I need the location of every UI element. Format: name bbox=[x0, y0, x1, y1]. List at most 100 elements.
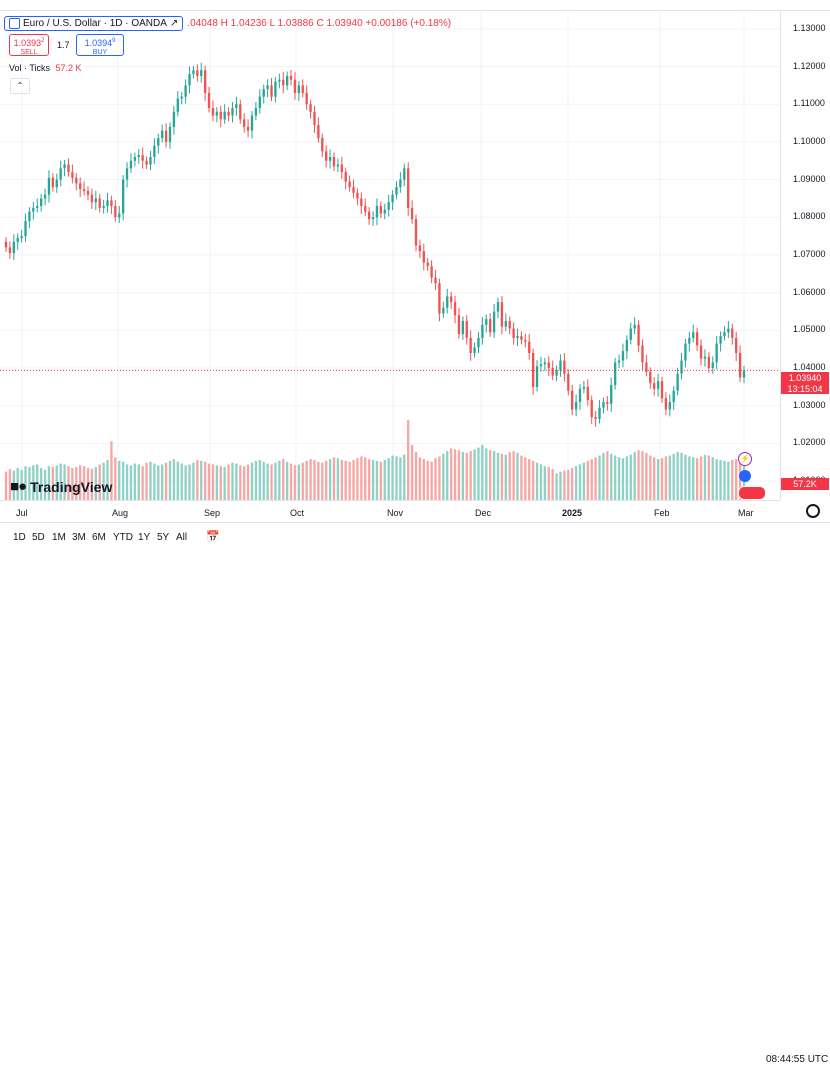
volume-bar bbox=[24, 466, 27, 500]
candle-body bbox=[239, 104, 242, 120]
volume-bar bbox=[668, 455, 671, 500]
volume-bar bbox=[71, 468, 74, 500]
volume-bar bbox=[121, 461, 125, 500]
time-tick: Dec bbox=[475, 508, 492, 518]
candle-body bbox=[309, 104, 312, 112]
ohlc-values: .04048 H 1.04236 L 1.03886 C 1.03940 +0.… bbox=[187, 17, 452, 29]
volume-tag: 57.2K bbox=[781, 478, 829, 490]
volume-bar bbox=[59, 463, 62, 500]
volume-bar bbox=[688, 456, 691, 500]
volume-bar bbox=[47, 466, 51, 500]
volume-bar bbox=[571, 468, 574, 500]
volume-bar bbox=[51, 467, 55, 500]
candle-body bbox=[543, 362, 547, 365]
volume-bar bbox=[12, 470, 15, 500]
volume-bar bbox=[94, 467, 97, 500]
candle-body bbox=[481, 324, 484, 338]
candle-body bbox=[317, 124, 320, 139]
buy-button[interactable]: 1.03949 BUY bbox=[76, 34, 124, 56]
candle-body bbox=[118, 213, 121, 218]
volume-bar bbox=[387, 458, 390, 500]
bar-countdown: 13:15:04 bbox=[787, 384, 823, 394]
volume-bar bbox=[731, 460, 734, 500]
collapse-legend-button[interactable]: ⌃ bbox=[10, 78, 30, 94]
range-button-5d[interactable]: 5D bbox=[32, 532, 45, 543]
utc-clock[interactable]: 08:44:55 UTC bbox=[766, 1054, 829, 1065]
symbol-box[interactable]: Euro / U.S. Dollar · 1D · OANDA ↗ bbox=[4, 15, 184, 31]
time-axis[interactable]: Jul Aug Sep Oct Nov Dec 2025 Feb Mar bbox=[0, 500, 780, 523]
tradingview-logo: ■● TradingView bbox=[10, 478, 112, 495]
volume-bar bbox=[192, 462, 195, 500]
volume-bar bbox=[446, 451, 449, 500]
price-tick: 1.08000 bbox=[793, 211, 826, 222]
candle-body bbox=[703, 356, 707, 359]
candle-body bbox=[574, 402, 578, 410]
volume-bar bbox=[317, 461, 320, 500]
calendar-range-icon[interactable]: 📅 bbox=[206, 531, 220, 543]
candle-body bbox=[82, 189, 86, 191]
volume-bar bbox=[602, 452, 605, 500]
volume-bar bbox=[735, 459, 738, 500]
volume-bar bbox=[168, 460, 172, 500]
volume-bar bbox=[719, 460, 722, 500]
tradingview-logo-icon: ■● bbox=[10, 478, 27, 495]
range-button-ytd[interactable]: YTD bbox=[113, 532, 133, 543]
volume-bar bbox=[211, 464, 215, 500]
candle-body bbox=[508, 320, 511, 329]
candle-body bbox=[707, 356, 711, 369]
candle-body bbox=[250, 115, 254, 131]
volume-bar bbox=[90, 468, 94, 500]
price-chart[interactable] bbox=[0, 10, 780, 500]
volume-bar bbox=[364, 457, 367, 500]
settings-gear-icon[interactable] bbox=[806, 504, 820, 518]
event-dot-icon[interactable] bbox=[739, 470, 751, 482]
volume-bar bbox=[672, 453, 675, 500]
volume-bar bbox=[172, 459, 176, 500]
candle-body bbox=[94, 198, 97, 203]
candle-body bbox=[641, 345, 644, 363]
volume-bar bbox=[711, 457, 714, 500]
candle-body bbox=[547, 362, 550, 369]
sell-label: SELL bbox=[20, 49, 38, 56]
range-button-all[interactable]: All bbox=[176, 532, 188, 543]
range-button-5y[interactable]: 5Y bbox=[157, 532, 170, 543]
volume-bar bbox=[149, 461, 152, 500]
candle-body bbox=[192, 70, 195, 75]
candle-body bbox=[28, 211, 31, 222]
volume-bar bbox=[164, 462, 168, 500]
candle-body bbox=[676, 373, 679, 391]
candle-body bbox=[664, 398, 668, 410]
candle-body bbox=[227, 111, 230, 116]
volume-bar bbox=[695, 458, 699, 500]
volume-bar bbox=[676, 452, 679, 500]
volume-bar bbox=[414, 452, 418, 500]
volume-bar bbox=[434, 458, 437, 500]
candle-body bbox=[645, 362, 648, 372]
buy-label: BUY bbox=[92, 49, 108, 56]
range-button-1d[interactable]: 1D bbox=[13, 532, 26, 543]
range-button-6m[interactable]: 6M bbox=[92, 532, 106, 543]
volume-bar bbox=[325, 460, 328, 500]
volume-bar bbox=[594, 457, 597, 500]
candle-body bbox=[161, 130, 164, 139]
volume-bar bbox=[188, 464, 191, 500]
flag-events-icon[interactable] bbox=[738, 486, 766, 500]
lightning-icon[interactable]: ⚡ bbox=[738, 452, 752, 466]
volume-bar bbox=[418, 457, 422, 500]
candle-body bbox=[723, 332, 726, 337]
buy-price: 1.0394 bbox=[84, 38, 113, 48]
candle-body bbox=[102, 206, 105, 208]
candle-body bbox=[653, 383, 656, 389]
candle-body bbox=[504, 320, 507, 327]
time-tick: Sep bbox=[204, 508, 221, 518]
range-button-3m[interactable]: 3M bbox=[72, 532, 86, 543]
range-button-1m[interactable]: 1M bbox=[52, 532, 66, 543]
price-axis[interactable]: 1.13000 1.12000 1.11000 1.10000 1.09000 1.080… bbox=[780, 10, 830, 500]
sell-button[interactable]: 1.03932 SELL bbox=[9, 34, 49, 56]
volume-bar bbox=[305, 460, 308, 500]
volume-bar bbox=[262, 461, 265, 500]
candle-body bbox=[606, 402, 609, 404]
candle-body bbox=[442, 307, 445, 314]
candle-body bbox=[325, 151, 328, 161]
range-button-1y[interactable]: 1Y bbox=[138, 532, 151, 543]
